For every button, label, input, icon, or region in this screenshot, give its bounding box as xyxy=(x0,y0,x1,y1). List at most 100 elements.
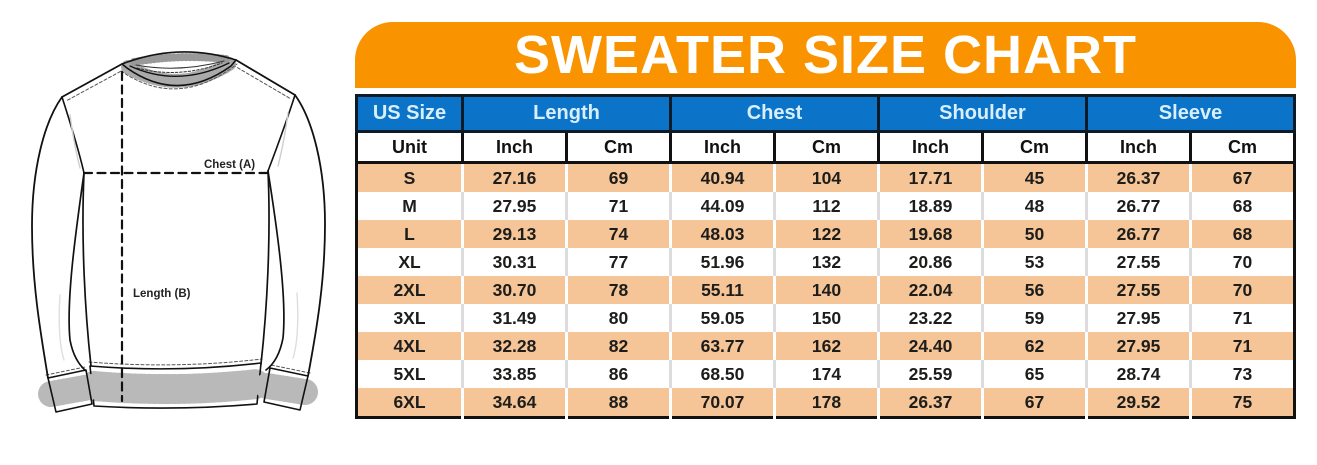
table-row: S 27.16 69 40.94 104 17.71 45 26.37 67 xyxy=(356,162,1295,192)
measurement-cell: 70 xyxy=(1190,276,1295,304)
chest-measure-label: Chest (A) xyxy=(204,159,255,171)
unit-cell: Inch xyxy=(669,130,776,164)
measurement-cell: 71 xyxy=(1190,332,1295,360)
measurement-cell: 27.55 xyxy=(1086,248,1192,276)
table-row: XL 30.31 77 51.96 132 20.86 53 27.55 70 xyxy=(356,248,1295,276)
measurement-cell: 70.07 xyxy=(670,388,776,418)
measurement-cell: 88 xyxy=(566,388,672,418)
measurement-cell: 150 xyxy=(774,304,880,332)
measurement-cell: 40.94 xyxy=(670,162,776,192)
measurement-cell: 122 xyxy=(774,220,880,248)
measurement-cell: 67 xyxy=(1190,162,1295,192)
measurement-cell: 30.31 xyxy=(462,248,568,276)
measurement-cell: 25.59 xyxy=(878,360,984,388)
measurement-cell: 59.05 xyxy=(670,304,776,332)
measurement-cell: 32.28 xyxy=(462,332,568,360)
table-row: 2XL 30.70 78 55.11 140 22.04 56 27.55 70 xyxy=(356,276,1295,304)
sweater-diagram: Chest (A) Length (B) xyxy=(0,0,355,465)
size-label-cell: 4XL xyxy=(356,332,464,360)
column-header-shoulder: Shoulder xyxy=(877,94,1088,133)
measurement-cell: 63.77 xyxy=(670,332,776,360)
unit-cell: Unit xyxy=(355,130,464,164)
measurement-cell: 77 xyxy=(566,248,672,276)
measurement-cell: 26.77 xyxy=(1086,220,1192,248)
size-table-body: S 27.16 69 40.94 104 17.71 45 26.37 67 M 27.95 71 44… xyxy=(356,162,1295,418)
measurement-cell: 22.04 xyxy=(878,276,984,304)
measurement-cell: 30.70 xyxy=(462,276,568,304)
measurement-cell: 62 xyxy=(982,332,1088,360)
size-label-cell: M xyxy=(356,192,464,220)
size-label-cell: 5XL xyxy=(356,360,464,388)
sweater-drawing: Chest (A) Length (B) xyxy=(31,51,326,413)
measurement-cell: 31.49 xyxy=(462,304,568,332)
measurement-cell: 27.95 xyxy=(1086,304,1192,332)
measurement-cell: 112 xyxy=(774,192,880,220)
measurement-cell: 28.74 xyxy=(1086,360,1192,388)
size-label-cell: 2XL xyxy=(356,276,464,304)
measurement-cell: 74 xyxy=(566,220,672,248)
measurement-cell: 51.96 xyxy=(670,248,776,276)
size-label-cell: 6XL xyxy=(356,388,464,418)
measurement-cell: 27.95 xyxy=(462,192,568,220)
measurement-cell: 86 xyxy=(566,360,672,388)
measurement-cell: 104 xyxy=(774,162,880,192)
measurement-cell: 174 xyxy=(774,360,880,388)
size-label-cell: 3XL xyxy=(356,304,464,332)
measurement-cell: 80 xyxy=(566,304,672,332)
column-header-us-size: US Size xyxy=(355,94,464,133)
table-row: 4XL 32.28 82 63.77 162 24.40 62 27.95 71 xyxy=(356,332,1295,360)
measurement-cell: 67 xyxy=(982,388,1088,418)
measurement-cell: 69 xyxy=(566,162,672,192)
measurement-cell: 68 xyxy=(1190,220,1295,248)
measurement-cell: 27.95 xyxy=(1086,332,1192,360)
measurement-cell: 73 xyxy=(1190,360,1295,388)
column-header-sleeve: Sleeve xyxy=(1085,94,1296,133)
length-measure-label: Length (B) xyxy=(133,288,191,300)
table-row: L 29.13 74 48.03 122 19.68 50 26.77 68 xyxy=(356,220,1295,248)
measurement-cell: 68.50 xyxy=(670,360,776,388)
measurement-cell: 44.09 xyxy=(670,192,776,220)
measurement-cell: 34.64 xyxy=(462,388,568,418)
measurement-cell: 18.89 xyxy=(878,192,984,220)
measurement-cell: 23.22 xyxy=(878,304,984,332)
measurement-cell: 82 xyxy=(566,332,672,360)
measurement-cell: 78 xyxy=(566,276,672,304)
measurement-cell: 27.55 xyxy=(1086,276,1192,304)
table-row: 3XL 31.49 80 59.05 150 23.22 59 27.95 71 xyxy=(356,304,1295,332)
unit-cell: Inch xyxy=(461,130,568,164)
measurement-cell: 45 xyxy=(982,162,1088,192)
column-header-length: Length xyxy=(461,94,672,133)
measurement-cell: 132 xyxy=(774,248,880,276)
measurement-cell: 75 xyxy=(1190,388,1295,418)
table-row: 6XL 34.64 88 70.07 178 26.37 67 29.52 75 xyxy=(356,388,1295,418)
unit-cell: Inch xyxy=(1085,130,1192,164)
size-table: US Size Length Chest Shoulder Sleeve Uni… xyxy=(355,94,1296,419)
measurement-cell: 33.85 xyxy=(462,360,568,388)
measurement-cell: 17.71 xyxy=(878,162,984,192)
measurement-cell: 48 xyxy=(982,192,1088,220)
unit-cell: Cm xyxy=(565,130,672,164)
table-row: M 27.95 71 44.09 112 18.89 48 26.77 68 xyxy=(356,192,1295,220)
measurement-cell: 55.11 xyxy=(670,276,776,304)
measurement-cell: 71 xyxy=(1190,304,1295,332)
measurement-cell: 56 xyxy=(982,276,1088,304)
unit-row: Unit Inch Cm Inch Cm Inch Cm Inch Cm xyxy=(355,130,1296,164)
unit-cell: Cm xyxy=(981,130,1088,164)
measurement-cell: 26.37 xyxy=(878,388,984,418)
measurement-cell: 26.77 xyxy=(1086,192,1192,220)
measurement-cell: 65 xyxy=(982,360,1088,388)
measurement-cell: 48.03 xyxy=(670,220,776,248)
page-title: SWEATER SIZE CHART xyxy=(514,25,1137,85)
measurement-cell: 19.68 xyxy=(878,220,984,248)
measurement-cell: 29.52 xyxy=(1086,388,1192,418)
group-header-row: US Size Length Chest Shoulder Sleeve xyxy=(355,94,1296,133)
measurement-cell: 140 xyxy=(774,276,880,304)
measurement-cell: 162 xyxy=(774,332,880,360)
size-label-cell: L xyxy=(356,220,464,248)
measurement-cell: 70 xyxy=(1190,248,1295,276)
unit-cell: Cm xyxy=(773,130,880,164)
measurement-cell: 24.40 xyxy=(878,332,984,360)
unit-cell: Inch xyxy=(877,130,984,164)
column-header-chest: Chest xyxy=(669,94,880,133)
measurement-cell: 20.86 xyxy=(878,248,984,276)
